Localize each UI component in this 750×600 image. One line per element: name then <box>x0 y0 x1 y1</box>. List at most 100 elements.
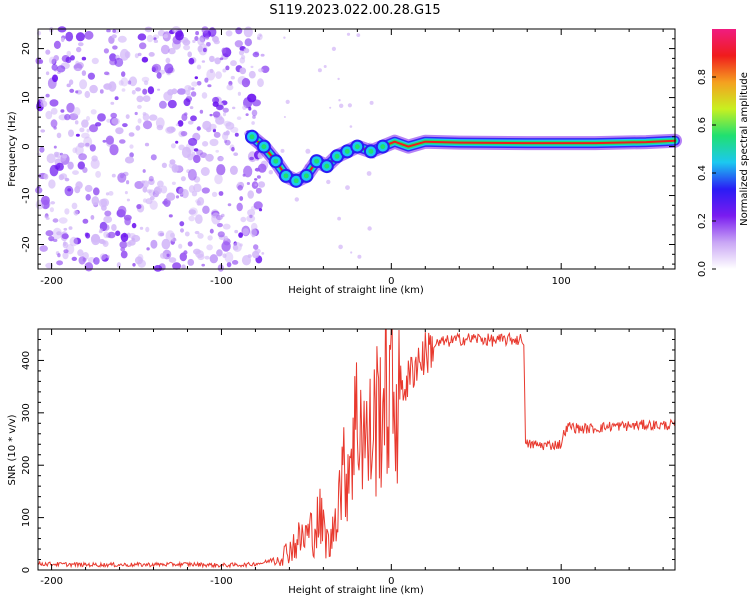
noise-blob <box>49 207 55 213</box>
colorbar-tick-label: 0.6 <box>697 117 708 133</box>
noise-blob <box>216 249 223 257</box>
noise-blob <box>148 52 155 57</box>
noise-blob <box>45 262 53 269</box>
noise-blob <box>197 45 203 53</box>
noise-blob <box>191 151 196 156</box>
noise-blob <box>160 252 167 259</box>
noise-blob <box>39 245 48 252</box>
noise-blob <box>231 146 235 152</box>
noise-blob <box>90 109 97 115</box>
noise-blob <box>243 165 253 178</box>
noise-blob <box>249 156 255 161</box>
noise-blob <box>45 93 50 98</box>
noise-blob <box>121 71 126 77</box>
noise-blob <box>83 136 93 148</box>
noise-blob <box>156 72 162 79</box>
noise-blob <box>213 131 221 138</box>
noise-blob <box>224 251 234 263</box>
noise-blob <box>62 251 69 260</box>
ridge-point-core <box>249 134 255 140</box>
noise-blob <box>102 224 110 231</box>
noise-blob <box>177 120 184 127</box>
noise-blob <box>105 192 110 196</box>
x-tick-label: 100 <box>552 276 571 287</box>
colorbar-tick-label: 0.4 <box>697 165 708 181</box>
noise-blob <box>214 174 223 185</box>
noise-blob <box>64 208 70 215</box>
noise-blob <box>201 263 205 267</box>
noise-blob <box>196 64 202 70</box>
noise-blob <box>84 30 94 40</box>
noise-blob <box>91 196 100 206</box>
noise-blob <box>337 216 341 221</box>
noise-blob <box>234 229 239 234</box>
ridge-point-core <box>324 163 330 169</box>
noise-blob <box>106 254 110 259</box>
noise-blob <box>49 99 59 107</box>
noise-blob <box>366 171 372 176</box>
noise-blob <box>139 42 147 50</box>
noise-blob <box>211 212 221 225</box>
noise-blob <box>159 100 167 109</box>
noise-blob <box>114 96 119 101</box>
noise-blob <box>46 153 56 164</box>
noise-blob <box>131 222 137 229</box>
noise-blob <box>135 87 142 92</box>
noise-blob <box>197 253 205 261</box>
noise-blob <box>121 88 126 92</box>
noise-blob <box>234 132 239 137</box>
x-tick-label: -100 <box>210 576 233 587</box>
noise-blob <box>369 100 374 105</box>
noise-blob <box>206 244 213 251</box>
noise-blob <box>36 152 41 156</box>
noise-blob <box>178 187 185 196</box>
noise-blob <box>246 182 250 185</box>
noise-blob <box>93 187 100 196</box>
noise-blob <box>89 144 96 152</box>
noise-blob <box>57 253 61 258</box>
noise-blob <box>230 126 239 133</box>
noise-blob <box>367 226 372 231</box>
noise-blob <box>338 99 341 102</box>
noise-blob <box>197 197 205 206</box>
noise-blob <box>63 249 69 254</box>
noise-blob <box>119 139 126 144</box>
noise-blob <box>69 88 75 93</box>
noise-blob <box>215 149 219 153</box>
noise-blob <box>56 132 62 139</box>
noise-blob <box>53 55 59 62</box>
y-tick-label: -10 <box>21 187 32 203</box>
noise-blob <box>193 183 202 193</box>
noise-blob <box>149 200 158 210</box>
noise-blob <box>110 101 115 105</box>
colorbar-label: Normalized spectral amplitude <box>739 72 750 226</box>
noise-blob <box>99 89 104 94</box>
noise-blob <box>150 239 158 249</box>
noise-blob <box>153 265 163 272</box>
noise-blob <box>64 177 70 182</box>
noise-blob <box>203 47 207 53</box>
colorbar-ticks: 0.0 0.2 0.4 0.6 0.8 <box>697 69 716 277</box>
noise-blob <box>111 117 120 125</box>
noise-blob <box>243 48 250 54</box>
noise-blob <box>69 236 78 247</box>
noise-blob <box>75 145 84 156</box>
noise-blob <box>120 247 126 252</box>
noise-blob <box>257 181 266 188</box>
noise-blob <box>66 102 75 113</box>
noise-blob <box>148 175 154 182</box>
noise-blob <box>161 162 167 168</box>
noise-blob <box>67 188 72 192</box>
colorbar: 0.0 0.2 0.4 0.6 0.8 Normalized spectral ampl… <box>697 29 750 277</box>
noise-blob <box>98 198 108 208</box>
noise-blob <box>222 253 227 258</box>
noise-blob <box>40 100 48 108</box>
noise-blob <box>67 161 74 170</box>
y-tick-label: 300 <box>21 403 32 422</box>
noise-blob <box>60 37 65 43</box>
noise-blob <box>209 254 218 264</box>
noise-blob <box>85 142 90 147</box>
noise-blob <box>345 185 350 191</box>
